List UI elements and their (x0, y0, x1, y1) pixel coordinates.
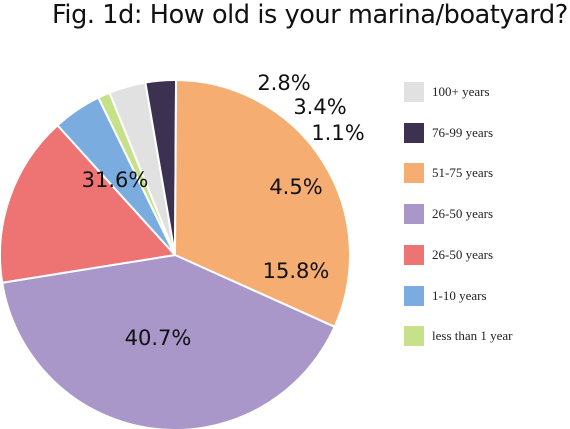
legend-item-6: less than 1 year (404, 326, 570, 348)
legend-label: 1-10 years (432, 287, 487, 303)
legend-swatch (404, 163, 424, 184)
legend-swatch (404, 82, 424, 102)
pie-slice-51-75-years-2 (173, 78, 351, 329)
slice-value-label-4: 15.8% (263, 259, 330, 283)
legend-label: less than 1 year (432, 328, 513, 344)
slice-value-label-2: 31.6% (82, 168, 149, 192)
legend-swatch (404, 326, 424, 347)
pie-slice-less-than-1-year-6 (97, 91, 176, 256)
slice-value-label-3: 40.7% (125, 326, 192, 350)
pie-slice-26-50-years-4 (0, 123, 177, 284)
legend-label: 26-50 years (432, 246, 494, 262)
legend-item-5: 1-10 years (404, 285, 570, 308)
chart-title: Fig. 1d: How old is your marina/boatyard… (52, 0, 568, 30)
legend-item-0: 100+ years (404, 82, 570, 104)
legend-item-4: 26-50 years (404, 244, 570, 267)
pie-slice-26-50-years-3 (1, 253, 336, 429)
legend-swatch (404, 122, 424, 143)
legend-swatch (404, 204, 424, 225)
legend-item-2: 51-75 years (404, 163, 570, 185)
legend-item-3: 26-50 years (404, 204, 570, 226)
legend-label: 76-99 years (432, 124, 494, 140)
slice-value-label-0: 3.4% (293, 95, 346, 119)
legend-label: 26-50 years (432, 206, 494, 222)
slice-value-label-6: 1.1% (311, 121, 364, 145)
legend-label: 51-75 years (432, 165, 494, 181)
legend-swatch (404, 244, 424, 265)
legend-swatch (404, 285, 424, 306)
slice-value-label-5: 4.5% (269, 175, 322, 199)
legend-item-1: 76-99 years (404, 122, 570, 145)
legend-label: 100+ years (432, 84, 490, 99)
slice-value-label-1: 2.8% (257, 71, 310, 95)
